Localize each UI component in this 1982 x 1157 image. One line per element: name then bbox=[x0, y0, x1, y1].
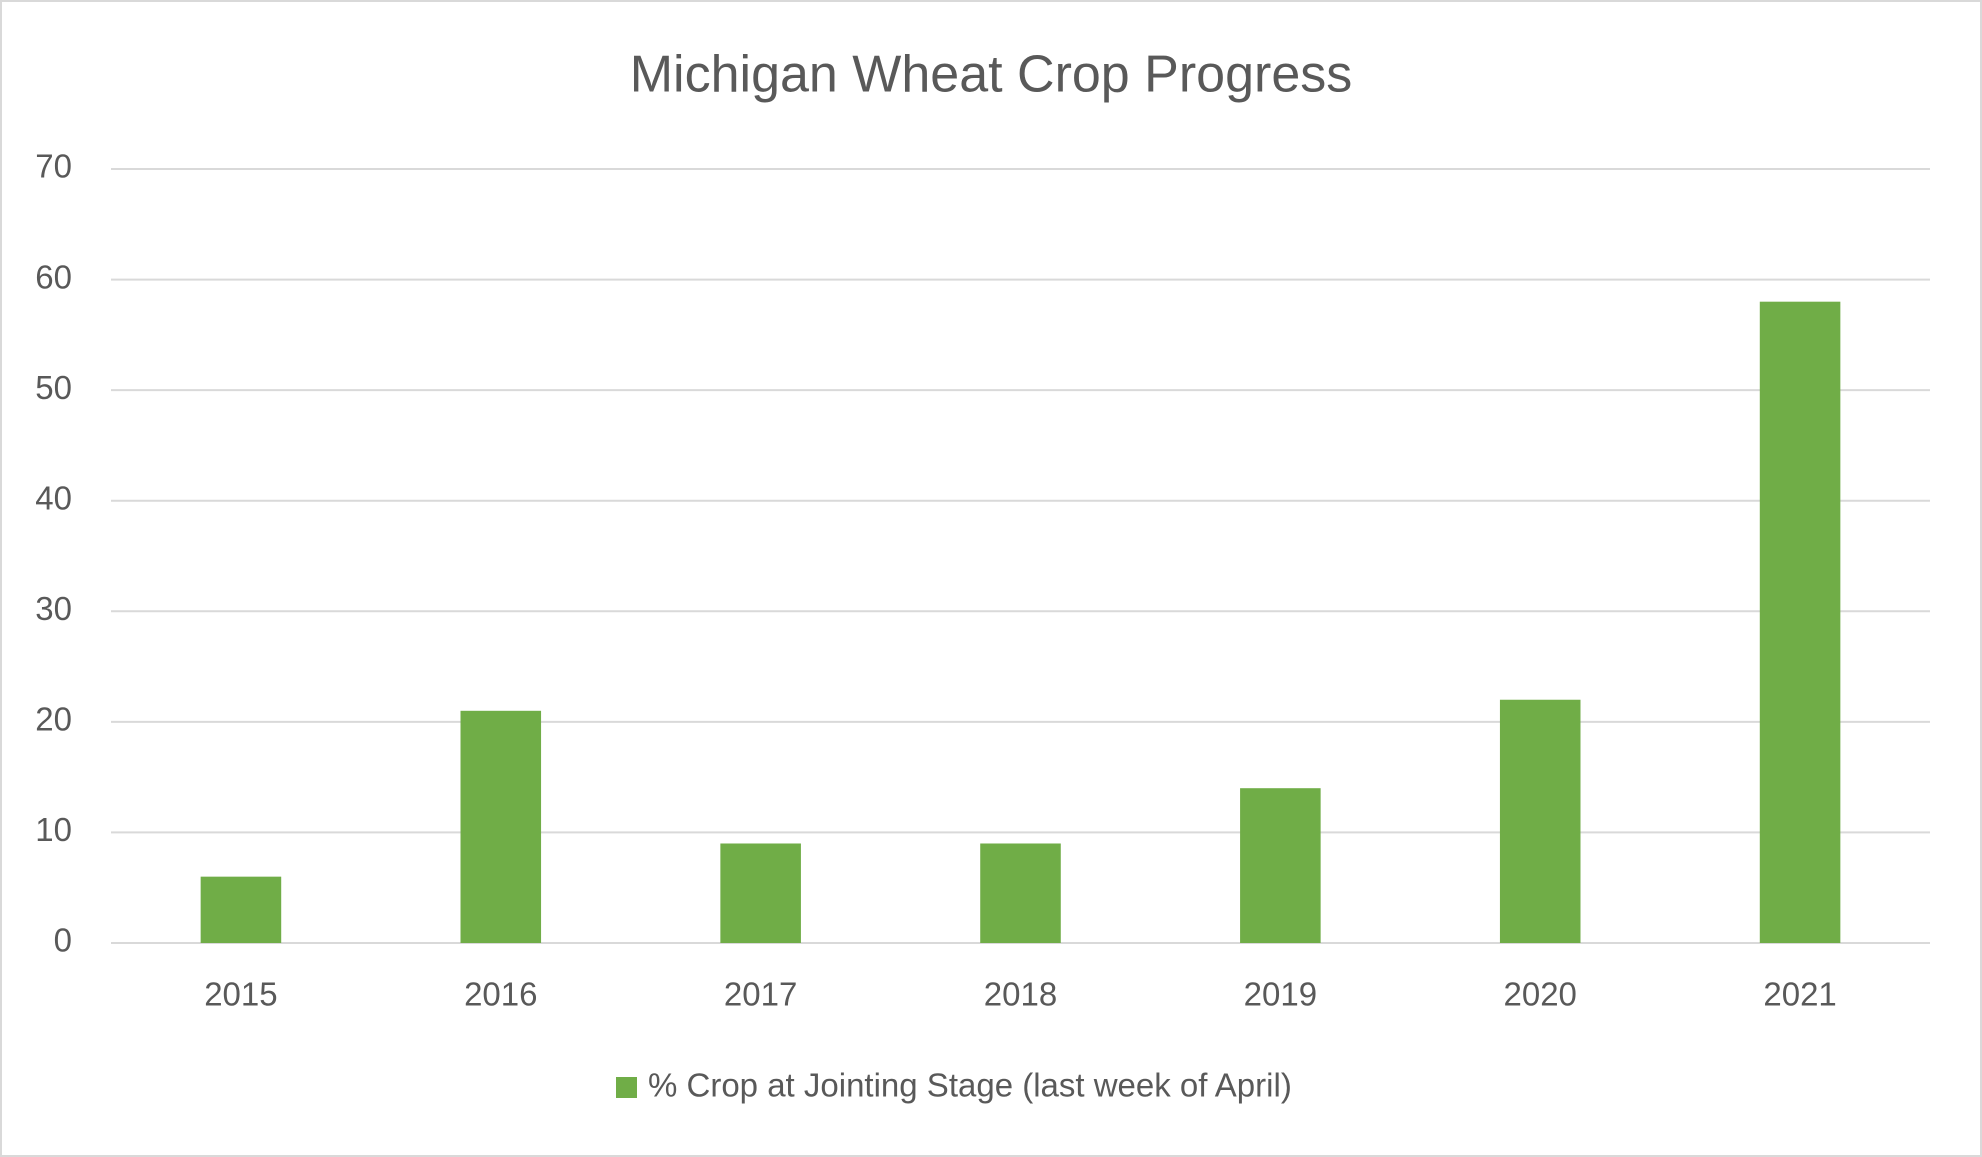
bar bbox=[200, 876, 282, 943]
bar bbox=[1240, 788, 1321, 943]
y-tick-label: 10 bbox=[35, 811, 72, 848]
x-tick-label: 2020 bbox=[1504, 976, 1577, 1013]
legend-label: % Crop at Jointing Stage (last week of A… bbox=[648, 1067, 1292, 1104]
y-tick-label: 40 bbox=[35, 479, 72, 516]
y-tick-label: 50 bbox=[35, 369, 72, 406]
bar bbox=[460, 710, 542, 943]
x-tick-label: 2018 bbox=[984, 976, 1057, 1013]
y-tick-label: 60 bbox=[35, 258, 72, 295]
bar bbox=[1759, 301, 1841, 944]
x-tick-label: 2019 bbox=[1244, 976, 1317, 1013]
x-tick-label: 2017 bbox=[724, 976, 797, 1013]
x-tick-label: 2015 bbox=[204, 976, 277, 1013]
bar bbox=[980, 843, 1061, 943]
y-tick-label: 0 bbox=[54, 922, 72, 959]
legend-swatch bbox=[616, 1077, 637, 1098]
bar bbox=[1499, 699, 1581, 943]
y-tick-label: 20 bbox=[35, 701, 72, 738]
y-tick-label: 30 bbox=[35, 590, 72, 627]
bar bbox=[720, 843, 801, 943]
x-tick-label: 2021 bbox=[1763, 976, 1836, 1013]
y-tick-label: 70 bbox=[35, 148, 72, 185]
x-tick-label: 2016 bbox=[464, 976, 537, 1013]
chart-title: Michigan Wheat Crop Progress bbox=[630, 46, 1353, 104]
